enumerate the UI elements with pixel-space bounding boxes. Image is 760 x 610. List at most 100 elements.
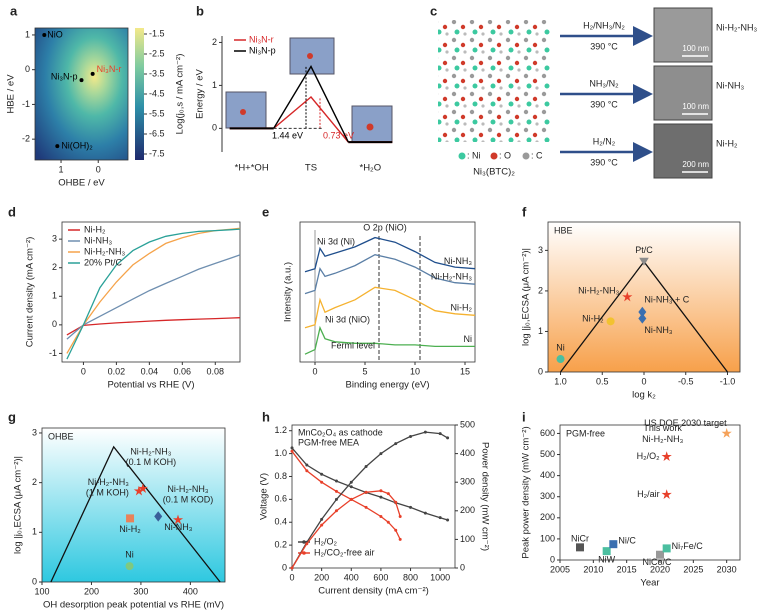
panel-letter: g xyxy=(8,409,16,424)
panel-title: PGM-free xyxy=(566,428,605,438)
point-label: Ni-H₂-NH₃ (0.1 M KOH) xyxy=(126,447,177,467)
annotation: PGM-free MEA xyxy=(298,437,359,447)
route-gas: H₂/NH₃/N₂ xyxy=(583,20,625,30)
x-tick-label: 1 xyxy=(59,164,64,174)
marker-square xyxy=(602,547,611,556)
series-point xyxy=(394,442,398,446)
colorbar-label: Log(j₀,s / mA cm⁻²) xyxy=(175,54,186,135)
series-point xyxy=(334,509,338,513)
scale-bar-label: 100 nm xyxy=(682,44,709,53)
route-gas: NH₃/N₂ xyxy=(589,78,619,88)
point-label: Ni xyxy=(556,342,565,352)
series-point xyxy=(379,489,383,493)
x-tick-label: 2010 xyxy=(583,564,603,574)
product-label: Ni-H₂-NH₃ xyxy=(716,22,757,32)
y-axis-label: Intensity (a.u.) xyxy=(283,262,294,322)
y-tick-label: 1 xyxy=(538,326,543,336)
y-tick-label: 0.4 xyxy=(274,517,287,527)
x-tick-label: 0.04 xyxy=(141,366,159,376)
x-tick-label: 0 xyxy=(312,366,317,376)
marker-circle xyxy=(606,317,615,326)
y-axis-label: log |j₀,ECSA (μA cm⁻²)| xyxy=(521,248,532,346)
x-tick-label: -1.0 xyxy=(720,376,736,386)
point xyxy=(55,144,60,149)
marker-square xyxy=(656,550,664,559)
scale-bar-label: 100 nm xyxy=(682,102,709,111)
point-label: Pt/C xyxy=(635,245,653,255)
point-label: Ni-H₂ xyxy=(119,524,141,534)
y-axis-label: Voltage (V) xyxy=(259,473,270,520)
scale-bar-label: 200 nm xyxy=(682,160,709,169)
series-point xyxy=(320,517,324,521)
legend-dot xyxy=(522,152,530,160)
series-point xyxy=(398,515,402,519)
marker-star xyxy=(661,489,672,499)
series-point xyxy=(394,528,398,532)
series-point xyxy=(364,464,368,468)
point-label: NiCr xyxy=(571,534,589,544)
annotation: Ni 3d (NiO) xyxy=(325,314,370,324)
point-label-line: Ni-H₂-NH₃ xyxy=(167,484,208,494)
y2-tick-label: 200 xyxy=(460,505,475,515)
series-label: Ni xyxy=(464,334,473,344)
plot-frame xyxy=(299,221,476,363)
legend-label: Ni-NH₃ xyxy=(84,235,112,245)
x-tick-label: 0.02 xyxy=(108,366,126,376)
point-label: NiCo/C xyxy=(642,557,672,567)
series-line xyxy=(66,254,241,340)
legend-label: : O xyxy=(499,150,511,160)
series-point xyxy=(386,492,390,496)
y-tick-label: 400 xyxy=(540,470,555,480)
panel-letter: c xyxy=(430,3,437,18)
marker-star xyxy=(172,514,184,525)
legend-dot xyxy=(490,152,498,160)
x-axis-label: OHBE / eV xyxy=(58,178,105,189)
adsorbate xyxy=(240,109,246,115)
series-point xyxy=(379,515,383,519)
series-line xyxy=(304,286,476,329)
energy-path xyxy=(273,65,349,143)
series-point xyxy=(364,505,368,509)
point-label: Ni₇Fe/C xyxy=(672,541,704,551)
x-tick-label: 1.0 xyxy=(554,376,567,386)
series-line xyxy=(304,325,475,355)
series-line xyxy=(66,228,241,360)
y-tick-label: 0.2 xyxy=(274,539,287,549)
series-point xyxy=(349,485,353,489)
y-tick-label: 0 xyxy=(25,64,30,74)
series-point xyxy=(320,523,324,527)
series-label: Ni-H₂ xyxy=(451,303,473,313)
x-category-label: *H+*OH xyxy=(235,163,269,174)
y-tick-label: 600 xyxy=(540,428,555,438)
marker-star xyxy=(133,485,145,496)
marker-circle xyxy=(125,562,134,571)
adsorbate xyxy=(366,123,374,131)
point-label: Ni₃N-p xyxy=(51,71,78,81)
marker-star xyxy=(661,451,672,461)
panel-letter: f xyxy=(522,204,527,219)
y-tick-label: 1 xyxy=(32,527,37,537)
point-label: Ni/C xyxy=(618,536,636,546)
x-tick-label: 400 xyxy=(344,572,359,582)
volcano-line xyxy=(50,445,221,583)
point-label-line: Ni-H₂-NH₃ xyxy=(88,477,129,487)
series-point xyxy=(398,537,402,541)
series-point xyxy=(364,490,368,494)
y-tick-label: 3 xyxy=(52,234,57,244)
tem-image xyxy=(653,7,713,63)
x-tick-label: 800 xyxy=(403,572,418,582)
series-point xyxy=(446,436,450,440)
y-tick-label: 1 xyxy=(212,80,217,90)
annotation: Fermi level xyxy=(331,340,375,350)
point-label: Ni-NH₃ xyxy=(164,522,192,532)
series-point xyxy=(290,446,294,450)
legend-marker xyxy=(302,551,306,555)
y2-tick-label: 300 xyxy=(460,477,475,487)
route-gas: H₂/N₂ xyxy=(593,136,616,146)
annotation: MnCo₂O₄ as cathode xyxy=(298,427,383,437)
point-label: NiW xyxy=(598,555,615,565)
colorbar-tick-label: -7.5 xyxy=(149,148,165,158)
series-point xyxy=(305,469,309,473)
point-label: US DOE 2030 target xyxy=(644,418,727,428)
annotation: O 2p (NiO) xyxy=(363,222,407,232)
